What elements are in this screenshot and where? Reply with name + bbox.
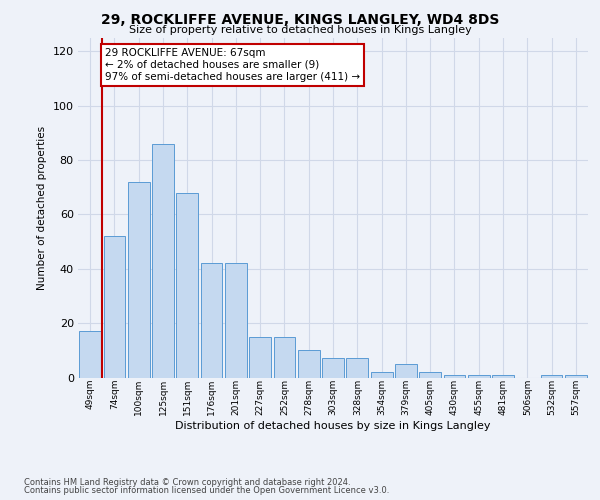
Bar (225, 264, 247, 378)
Bar (200, 264, 223, 378)
Bar (298, 350, 320, 378)
Bar (468, 375, 490, 378)
Text: 29, ROCKLIFFE AVENUE, KINGS LANGLEY, WD4 8DS: 29, ROCKLIFFE AVENUE, KINGS LANGLEY, WD4… (101, 12, 499, 26)
Bar (322, 358, 344, 378)
Bar (128, 182, 149, 378)
Bar (152, 144, 174, 378)
Bar (395, 364, 417, 378)
Bar (274, 336, 295, 378)
Bar (176, 192, 198, 378)
Bar (371, 372, 392, 378)
Bar (419, 372, 441, 378)
Text: Contains HM Land Registry data © Crown copyright and database right 2024.: Contains HM Land Registry data © Crown c… (24, 478, 350, 487)
Y-axis label: Number of detached properties: Number of detached properties (37, 126, 47, 290)
Text: 29 ROCKLIFFE AVENUE: 67sqm
← 2% of detached houses are smaller (9)
97% of semi-d: 29 ROCKLIFFE AVENUE: 67sqm ← 2% of detac… (105, 48, 360, 82)
Bar (249, 336, 271, 378)
Text: Contains public sector information licensed under the Open Government Licence v3: Contains public sector information licen… (24, 486, 389, 495)
Bar (565, 375, 587, 378)
Text: Size of property relative to detached houses in Kings Langley: Size of property relative to detached ho… (128, 25, 472, 35)
Bar (79, 332, 101, 378)
Bar (492, 375, 514, 378)
Bar (346, 358, 368, 378)
Bar (541, 375, 562, 378)
Bar (104, 236, 125, 378)
X-axis label: Distribution of detached houses by size in Kings Langley: Distribution of detached houses by size … (175, 421, 491, 431)
Bar (443, 375, 466, 378)
